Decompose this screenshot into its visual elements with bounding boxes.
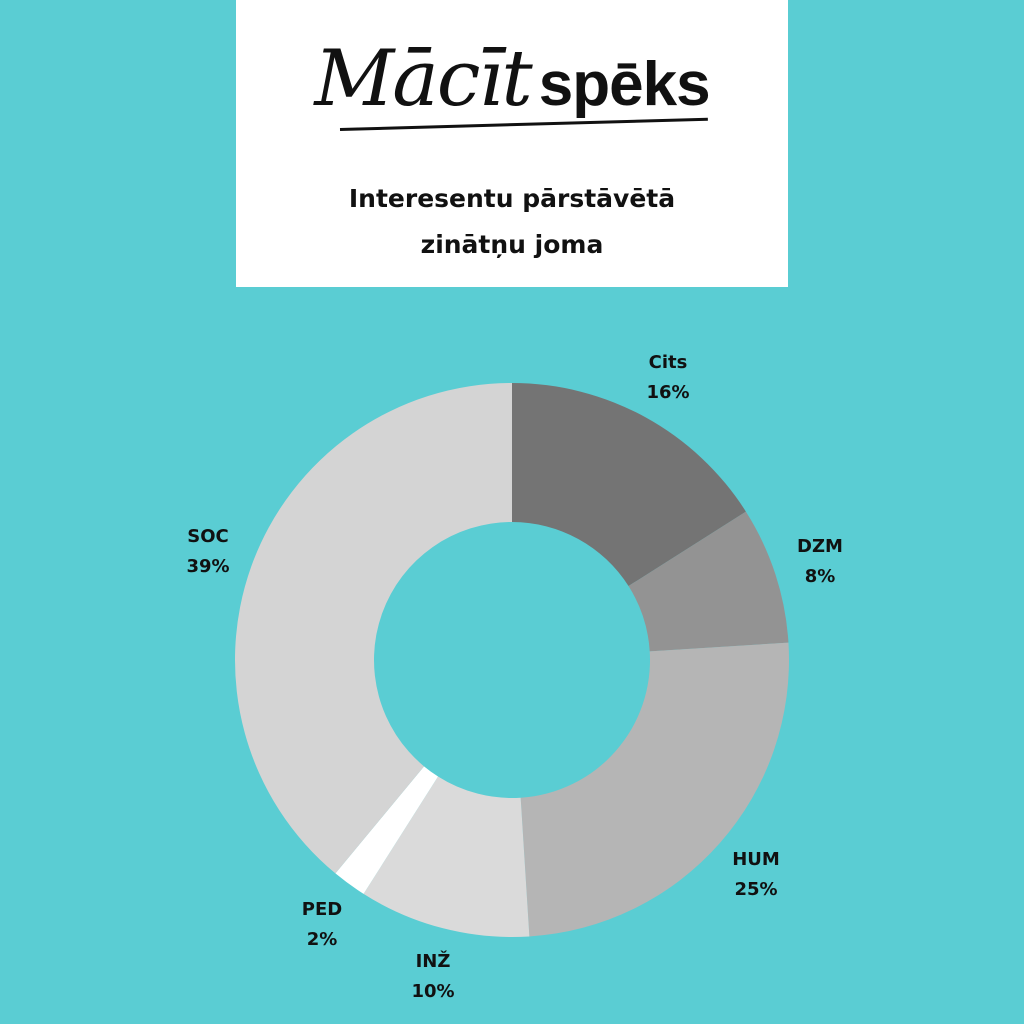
slice-hum <box>520 642 789 937</box>
slice-label: PED <box>301 899 343 920</box>
chart-title: Interesentu pārstāvētā zinātņu joma <box>236 176 788 268</box>
slice-soc <box>234 383 512 874</box>
title-line-2: zinātņu joma <box>420 230 604 259</box>
slice-value: 39% <box>186 556 230 577</box>
logo: Mācīt spēks <box>236 20 788 160</box>
data-label-inž: INŽ 10% <box>383 947 483 1007</box>
logo-wordmark: Mācīt spēks <box>236 34 788 124</box>
slice-value: 16% <box>646 382 690 403</box>
header-panel <box>236 0 788 287</box>
title-line-1: Interesentu pārstāvētā <box>348 184 676 213</box>
slice-ped <box>335 766 439 894</box>
slice-cits <box>512 383 746 587</box>
slice-inž <box>363 776 530 937</box>
slice-label: HUM <box>732 849 780 870</box>
logo-bold-text: spēks <box>538 50 711 119</box>
logo-script-text: Mācīt <box>314 34 532 124</box>
data-label-hum: HUM 25% <box>706 845 806 905</box>
slice-label: INŽ <box>415 951 451 972</box>
slice-value: 25% <box>734 879 778 900</box>
slice-value: 2% <box>306 929 338 950</box>
slice-dzm <box>628 511 789 652</box>
slice-value: 8% <box>804 566 836 587</box>
slice-label: SOC <box>187 526 229 547</box>
data-label-soc: SOC 39% <box>158 522 258 582</box>
slice-label: Cits <box>648 352 688 373</box>
data-label-dzm: DZM 8% <box>770 532 870 592</box>
slice-label: DZM <box>797 536 843 557</box>
data-label-cits: Cits 16% <box>618 348 718 408</box>
data-label-ped: PED 2% <box>272 895 372 955</box>
slice-value: 10% <box>411 981 455 1002</box>
